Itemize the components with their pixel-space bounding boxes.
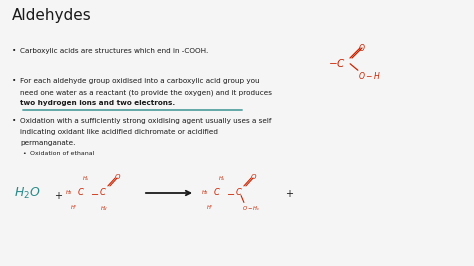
Text: For each aldehyde group oxidised into a carboxylic acid group you: For each aldehyde group oxidised into a … — [20, 78, 260, 84]
Text: •: • — [22, 151, 26, 156]
Text: $-$: $-$ — [226, 188, 235, 198]
Text: two hydrogen ions and two electrons.: two hydrogen ions and two electrons. — [20, 100, 175, 106]
Text: Aldehydes: Aldehydes — [12, 8, 92, 23]
Text: Carboxylic acids are structures which end in -COOH.: Carboxylic acids are structures which en… — [20, 48, 208, 54]
Text: $O$: $O$ — [250, 172, 257, 181]
Text: $H_s$: $H_s$ — [218, 174, 226, 183]
Text: Oxidation of ethanal: Oxidation of ethanal — [30, 151, 94, 156]
Text: •: • — [12, 78, 17, 84]
Text: $H_2$: $H_2$ — [65, 188, 73, 197]
Text: indicating oxidant like acidified dichromate or acidified: indicating oxidant like acidified dichro… — [20, 129, 218, 135]
Text: $O-H_c$: $O-H_c$ — [242, 204, 261, 213]
Text: $C$: $C$ — [99, 186, 107, 197]
Text: +: + — [54, 191, 62, 201]
Text: +: + — [285, 189, 293, 199]
Text: •: • — [12, 118, 17, 124]
Text: $C$: $C$ — [235, 186, 243, 197]
Text: $O$: $O$ — [114, 172, 121, 181]
Text: $H'$: $H'$ — [206, 204, 213, 212]
Text: $O$: $O$ — [358, 42, 366, 53]
Text: $H_d$: $H_d$ — [100, 204, 109, 213]
Text: •: • — [12, 48, 17, 54]
Text: $H_2$: $H_2$ — [201, 188, 209, 197]
Text: $-C$: $-C$ — [328, 57, 346, 69]
Text: $H_2O$: $H_2O$ — [14, 186, 41, 201]
Text: Oxidation with a sufficiently strong oxidising agent usually uses a self: Oxidation with a sufficiently strong oxi… — [20, 118, 272, 124]
Text: $C$: $C$ — [77, 186, 85, 197]
Text: $H_s$: $H_s$ — [82, 174, 90, 183]
Text: $O-H$: $O-H$ — [358, 70, 381, 81]
Text: $C$: $C$ — [213, 186, 221, 197]
Text: $-$: $-$ — [90, 188, 99, 198]
Text: need one water as a reactant (to provide the oxygen) and it produces: need one water as a reactant (to provide… — [20, 89, 272, 95]
Text: permanganate.: permanganate. — [20, 140, 75, 146]
Text: $H'$: $H'$ — [70, 204, 77, 212]
